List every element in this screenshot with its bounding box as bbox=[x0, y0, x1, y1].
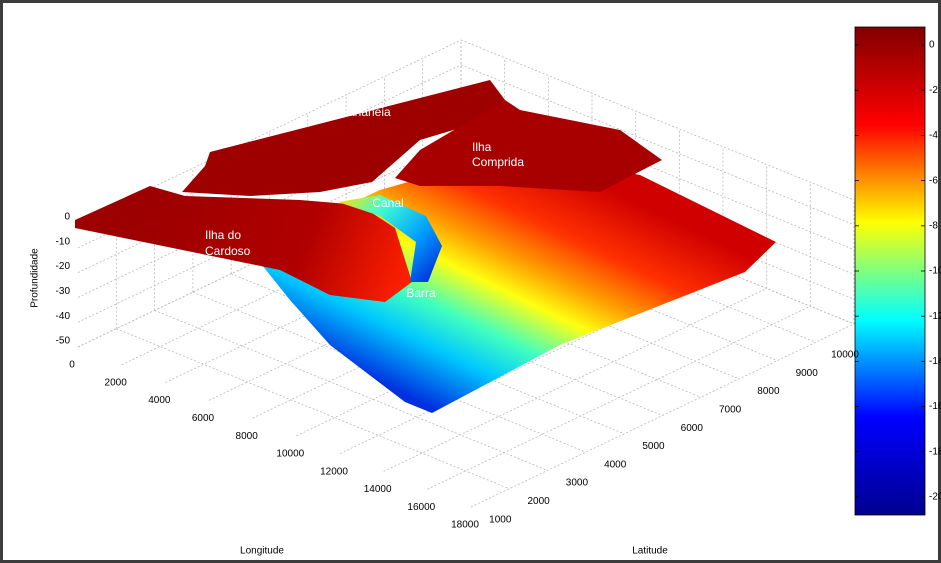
y-axis-label: Latitude bbox=[632, 546, 668, 557]
y-tick-label: 7000 bbox=[719, 405, 742, 416]
y-tick-label: 10000 bbox=[831, 350, 859, 361]
colorbar-tick-label: -10 bbox=[929, 266, 941, 277]
colorbar-tick-label: -4 bbox=[929, 130, 938, 141]
annotation: Ilha bbox=[472, 140, 492, 154]
colorbar-tick-label: 0 bbox=[929, 40, 935, 51]
annotation: Cardoso bbox=[205, 244, 251, 258]
x-tick-label: 4000 bbox=[148, 395, 171, 406]
body: Cananéia Ilha Comprida Canal Ilha do Car… bbox=[0, 0, 941, 563]
y-tick-label: 5000 bbox=[642, 441, 665, 452]
x-tick-label: 14000 bbox=[364, 484, 392, 495]
annotation: Canal bbox=[372, 196, 403, 210]
x-tick-label: 6000 bbox=[192, 413, 215, 424]
annotation: Barra bbox=[406, 286, 436, 300]
chart: Cananéia Ilha Comprida Canal Ilha do Car… bbox=[0, 0, 941, 563]
z-tick-label: -30 bbox=[56, 286, 71, 297]
z-axis-label: Profundidade bbox=[30, 248, 41, 308]
z-tick-label: -40 bbox=[56, 311, 71, 322]
colorbar-tick-label: -2 bbox=[929, 85, 938, 96]
colorbar-tick-label: -18 bbox=[929, 446, 941, 457]
annotation: Cananéia bbox=[339, 105, 391, 119]
colorbar-tick-label: -12 bbox=[929, 311, 941, 322]
z-tick-label: 0 bbox=[64, 212, 70, 223]
colorbar bbox=[855, 27, 925, 515]
x-tick-label: 18000 bbox=[451, 520, 479, 531]
y-tick-label: 6000 bbox=[681, 423, 704, 434]
colorbar-tick-label: -16 bbox=[929, 401, 941, 412]
colorbar-tick-label: -6 bbox=[929, 175, 938, 186]
colorbar-tick-label: -20 bbox=[929, 492, 941, 503]
colorbar-tick-label: -14 bbox=[929, 356, 941, 367]
x-tick-label: 8000 bbox=[236, 431, 259, 442]
y-tick-label: 1000 bbox=[489, 514, 512, 525]
y-tick-label: 4000 bbox=[604, 459, 627, 470]
annotation: Comprida bbox=[472, 155, 524, 169]
z-tick-label: -50 bbox=[56, 336, 71, 347]
x-tick-label: 10000 bbox=[276, 449, 304, 460]
x-tick-label: 2000 bbox=[105, 377, 128, 388]
page: Surface {"chart_data": { "type": "surfac… bbox=[0, 0, 941, 563]
y-tick-label: 3000 bbox=[566, 478, 589, 489]
z-tick-label: -20 bbox=[56, 261, 71, 272]
y-tick-label: 9000 bbox=[796, 368, 819, 379]
colorbar-tick-label: -8 bbox=[929, 220, 938, 231]
z-tick-label: -10 bbox=[56, 236, 71, 247]
x-tick-label: 16000 bbox=[407, 502, 435, 513]
x-tick-label: 0 bbox=[69, 360, 75, 371]
x-tick-label: 12000 bbox=[320, 466, 348, 477]
annotation: Ilha do bbox=[205, 228, 241, 242]
y-tick-label: 8000 bbox=[757, 386, 780, 397]
x-axis-label: Longitude bbox=[240, 546, 284, 557]
y-tick-label: 2000 bbox=[527, 496, 550, 507]
